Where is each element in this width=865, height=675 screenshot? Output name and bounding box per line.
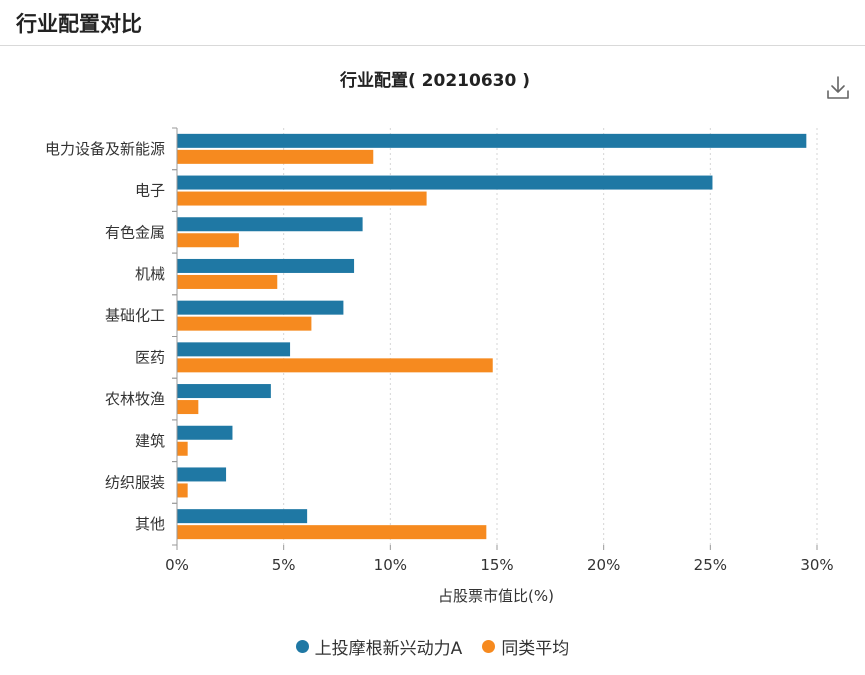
bar-peer-average[interactable]: [177, 525, 487, 540]
category-label: 电力设备及新能源: [45, 140, 165, 158]
legend-marker: [482, 640, 496, 653]
legend-item-fund[interactable]: 上投摩根新兴动力A: [295, 634, 463, 659]
x-tick-label: 30%: [800, 556, 833, 574]
legend-label: 上投摩根新兴动力A: [314, 639, 463, 659]
bar-peer-average[interactable]: [177, 400, 199, 415]
download-icon[interactable]: [824, 74, 852, 102]
bar-fund[interactable]: [177, 425, 233, 440]
bar-peer-average[interactable]: [177, 358, 493, 373]
chart-title: 行业配置( 20210630 ): [339, 70, 530, 91]
x-axis-title: 占股票市值比(%): [438, 587, 554, 605]
x-tick-label: 25%: [694, 556, 727, 574]
bar-fund[interactable]: [177, 509, 308, 524]
category-label: 农林牧渔: [105, 390, 165, 408]
x-tick-label: 0%: [165, 556, 189, 574]
bar-fund[interactable]: [177, 217, 363, 232]
bar-peer-average[interactable]: [177, 274, 278, 289]
bar-peer-average[interactable]: [177, 441, 188, 456]
category-label: 电子: [135, 182, 165, 200]
x-tick-label: 10%: [374, 556, 407, 574]
category-label: 有色金属: [105, 223, 165, 241]
bar-fund[interactable]: [177, 175, 713, 190]
legend-item-peer-average[interactable]: 同类平均: [482, 634, 569, 659]
bar-peer-average[interactable]: [177, 483, 188, 498]
legend: 上投摩根新兴动力A 同类平均: [0, 634, 865, 659]
bar-fund[interactable]: [177, 467, 227, 482]
bar-peer-average[interactable]: [177, 316, 312, 331]
page-header: 行业配置对比: [0, 0, 865, 46]
bar-fund[interactable]: [177, 133, 807, 148]
category-label: 其他: [135, 515, 165, 533]
category-label: 基础化工: [105, 307, 165, 325]
bar-fund[interactable]: [177, 258, 355, 273]
bar-chart: 行业配置( 20210630 ) 0% 5% 10% 15% 20% 25% 30% 电力设备…: [45, 70, 834, 605]
bar-peer-average[interactable]: [177, 233, 239, 248]
category-label: 纺织服装: [105, 473, 165, 491]
x-tick-label: 15%: [480, 556, 513, 574]
page-title: 行业配置对比: [16, 12, 142, 36]
bar-fund[interactable]: [177, 342, 291, 357]
x-tick-label: 5%: [272, 556, 296, 574]
category-label: 医药: [135, 348, 165, 366]
bar-fund[interactable]: [177, 384, 271, 399]
legend-label: 同类平均: [501, 639, 570, 659]
bar-peer-average[interactable]: [177, 191, 427, 206]
legend-marker: [295, 640, 309, 653]
bar-peer-average[interactable]: [177, 149, 374, 164]
category-label: 机械: [135, 265, 165, 283]
category-label: 建筑: [135, 432, 165, 450]
bar-fund[interactable]: [177, 300, 344, 315]
x-tick-label: 20%: [587, 556, 620, 574]
